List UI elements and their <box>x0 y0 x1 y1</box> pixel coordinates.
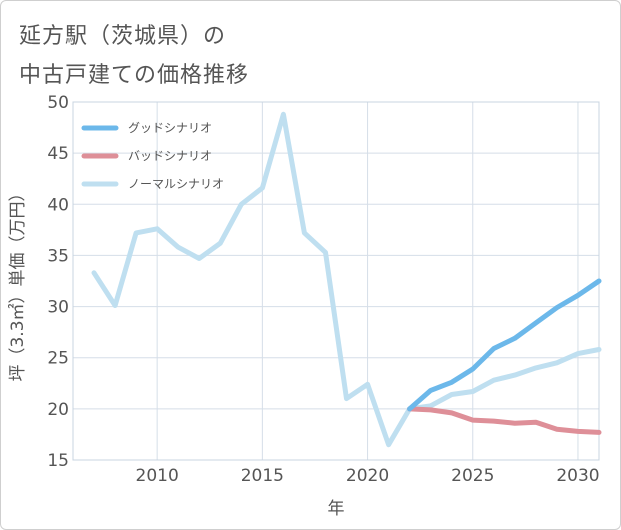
y-tick-label: 25 <box>47 349 69 369</box>
series-line-2 <box>91 111 602 448</box>
y-axis-label: 坪（3.3㎡）単価（万円） <box>8 184 28 381</box>
legend-label: グッドシナリオ <box>128 121 212 135</box>
legend-label: バッドシナリオ <box>128 149 212 163</box>
x-tick-label: 2025 <box>451 466 494 486</box>
series-line-0 <box>407 278 602 412</box>
chart-title-line1: 延方駅（茨城県）の <box>19 24 227 49</box>
series-line-1 <box>407 406 602 435</box>
y-tick-label: 30 <box>47 298 69 318</box>
series-lines <box>91 111 602 448</box>
x-tick-label: 2030 <box>556 466 599 486</box>
x-tick-label: 2010 <box>136 466 179 486</box>
x-axis-ticks: 2010 2015 2020 2025 2030 <box>136 466 600 486</box>
y-axis-ticks: 15 20 25 30 35 40 45 50 <box>47 93 69 471</box>
chart-title-line2: 中古戸建ての価格推移 <box>19 63 250 88</box>
y-tick-label: 15 <box>47 451 69 471</box>
y-tick-label: 40 <box>47 195 69 215</box>
x-tick-label: 2015 <box>241 466 284 486</box>
y-tick-label: 35 <box>47 246 69 266</box>
x-tick-label: 2020 <box>346 466 389 486</box>
x-axis-label: 年 <box>328 499 345 519</box>
y-tick-label: 20 <box>47 400 69 420</box>
y-tick-label: 45 <box>47 144 69 164</box>
y-tick-label: 50 <box>47 93 69 113</box>
legend-label: ノーマルシナリオ <box>128 177 224 191</box>
